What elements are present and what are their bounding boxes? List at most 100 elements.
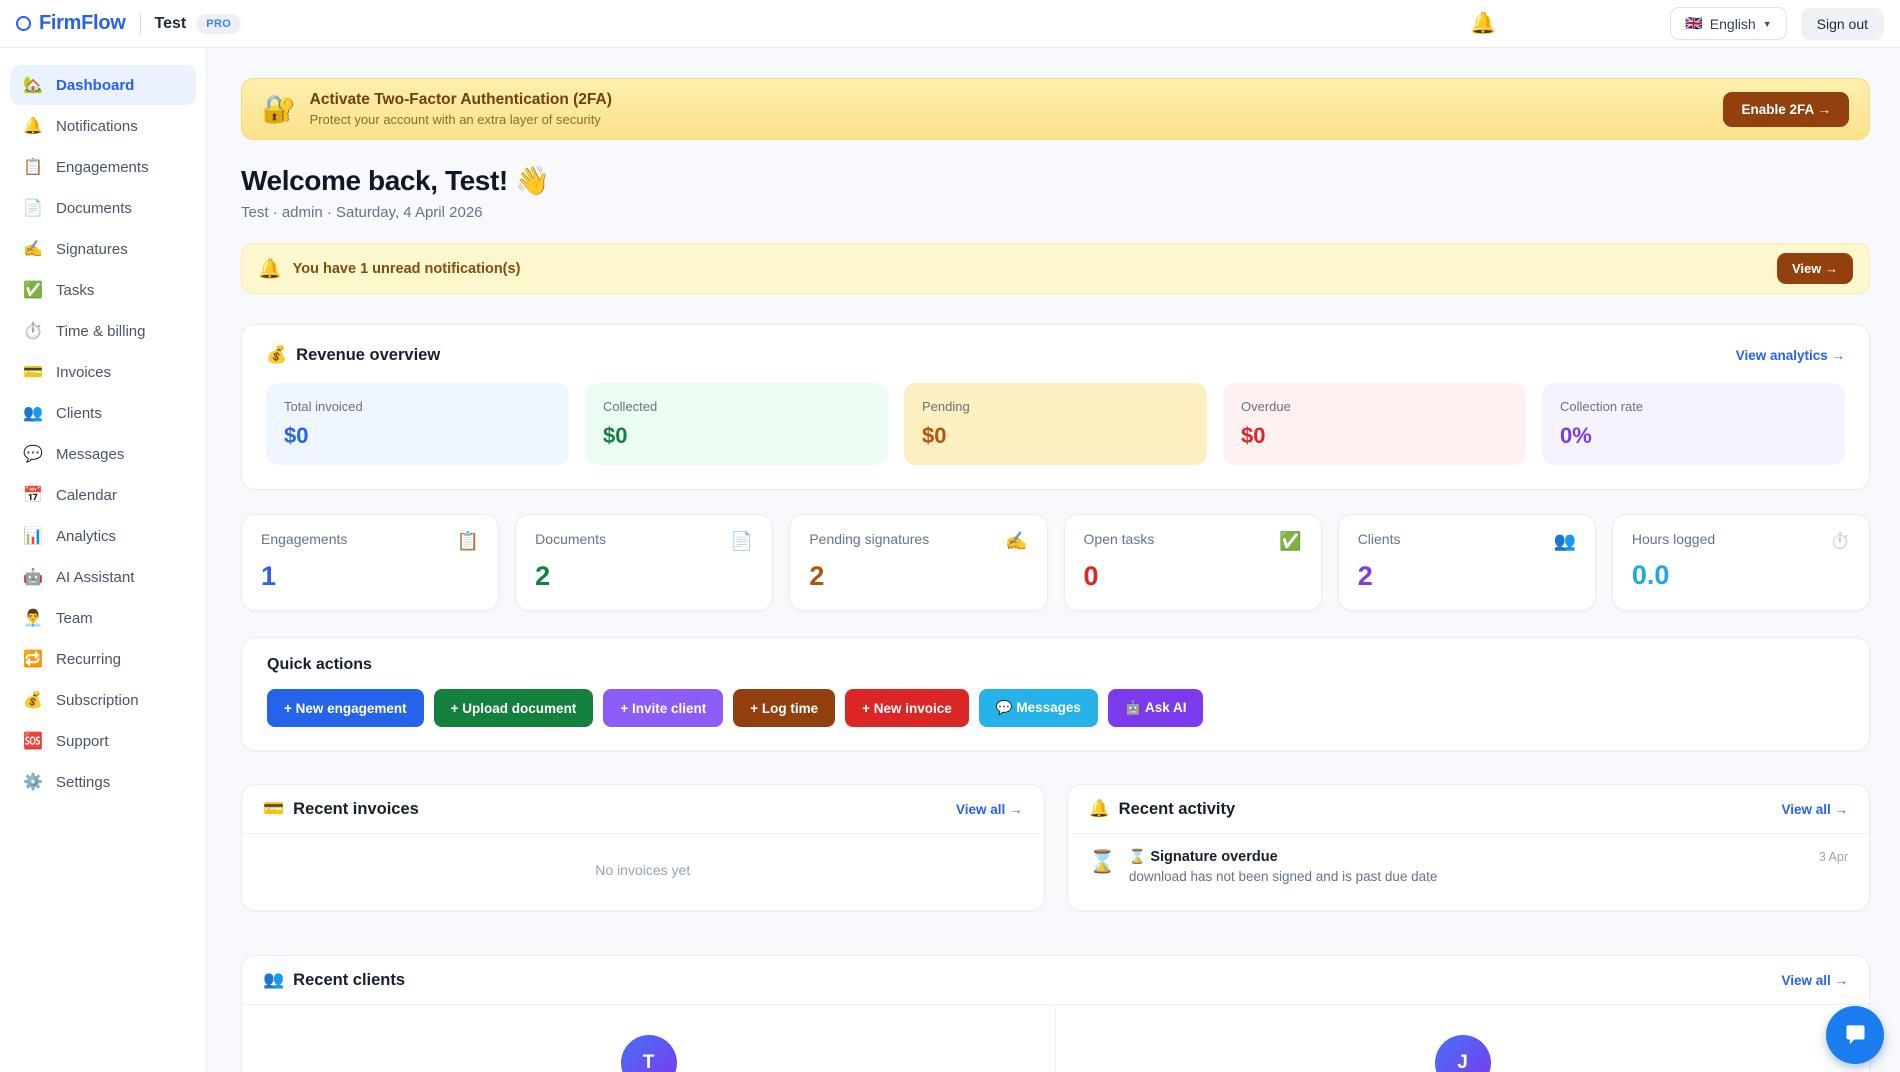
quick-action-button[interactable]: 🤖 Ask AI	[1107, 689, 1204, 727]
stat-card[interactable]: Hours logged ⏱️ 0.0	[1611, 514, 1871, 611]
revenue-stat-label: Total invoiced	[284, 399, 363, 414]
sidebar-item-label: Tasks	[56, 281, 95, 299]
sidebar-item-label: Support	[56, 732, 109, 750]
stat-card-icon: ✅	[1279, 531, 1302, 551]
sidebar-item-documents[interactable]: 📄 Documents	[10, 188, 196, 228]
quick-action-button[interactable]: + Upload document	[433, 689, 594, 727]
view-all-invoices-link[interactable]: View all →	[955, 801, 1023, 817]
recent-clients-title: Recent clients	[293, 970, 406, 989]
sidebar-item-icon: ⚙️	[23, 774, 43, 791]
stat-card-icon: ✍️	[1005, 531, 1028, 551]
sidebar-item-invoices[interactable]: 💳 Invoices	[10, 352, 196, 392]
page-title: Welcome back, Test! 👋	[241, 165, 550, 196]
sidebar-item-icon: 🔔	[23, 118, 43, 135]
activity-item-title: ⌛ Signature overdue	[1129, 848, 1438, 865]
quick-action-button[interactable]: + New invoice	[845, 689, 969, 727]
stat-card[interactable]: Pending signatures ✍️ 2	[789, 514, 1048, 611]
sidebar-item-recurring[interactable]: 🔁 Recurring	[10, 639, 196, 679]
sidebar-item-clients[interactable]: 👥 Clients	[10, 393, 196, 433]
stat-card[interactable]: Clients 👥 2	[1337, 514, 1596, 611]
sidebar-item-analytics[interactable]: 📊 Analytics	[10, 516, 196, 556]
stat-card[interactable]: Open tasks ✅ 0	[1063, 514, 1322, 611]
view-notifications-button[interactable]: View →	[1776, 253, 1853, 284]
sidebar-item-label: Team	[56, 609, 93, 627]
activity-item-description: download has not been signed and is past…	[1128, 869, 1438, 884]
sidebar-item-tasks[interactable]: ✅ Tasks	[10, 270, 196, 310]
sidebar-item-icon: 💬	[23, 446, 43, 463]
sidebar-item-icon: 📅	[23, 487, 43, 504]
sidebar-item-label: Subscription	[56, 691, 139, 709]
sidebar-item-ai-assistant[interactable]: 🤖 AI Assistant	[10, 557, 196, 597]
stat-card-value: 2	[809, 561, 825, 591]
sidebar-item-calendar[interactable]: 📅 Calendar	[10, 475, 196, 515]
sidebar-item-engagements[interactable]: 📋 Engagements	[10, 147, 196, 187]
no-invoices-message: No invoices yet	[595, 862, 691, 878]
stat-card[interactable]: Engagements 📋 1	[241, 514, 500, 611]
two-factor-title: Activate Two-Factor Authentication (2FA)	[309, 91, 612, 108]
sidebar-item-icon: 💰	[23, 692, 43, 709]
quick-action-button[interactable]: + New engagement	[267, 689, 424, 727]
activity-item[interactable]: ⌛ ⌛ Signature overdue download has not be…	[1068, 834, 1870, 902]
chat-widget-button[interactable]	[1826, 1006, 1884, 1064]
recent-invoices-title: Recent invoices	[293, 799, 419, 818]
sidebar-item-label: Invoices	[56, 363, 112, 381]
view-analytics-link[interactable]: View analytics →	[1735, 347, 1845, 363]
credit-card-icon: 💳	[263, 799, 285, 818]
sidebar-item-dashboard[interactable]: 🏡 Dashboard	[10, 65, 196, 105]
stat-card-label: Engagements	[261, 531, 348, 547]
stat-card[interactable]: Documents 📄 2	[515, 514, 774, 611]
sidebar-item-icon: 🏡	[23, 77, 43, 94]
sidebar-item-team[interactable]: 👨‍💼 Team	[10, 598, 196, 638]
hourglass-icon: ⌛	[1128, 848, 1147, 864]
revenue-stat-value: $0	[603, 423, 628, 448]
client-card[interactable]: J jf ts@test.com Since Apr 2026	[1055, 1005, 1869, 1072]
enable-2fa-button[interactable]: Enable 2FA →	[1723, 91, 1849, 127]
pro-badge: PRO	[196, 13, 242, 34]
stat-card-value: 0	[1083, 561, 1099, 591]
sidebar-item-support[interactable]: 🆘 Support	[10, 721, 196, 761]
stat-card-icon: ⏱️	[1830, 533, 1851, 550]
sidebar-item-time-billing[interactable]: ⏱️ Time & billing	[10, 311, 196, 351]
sidebar-item-icon: 📊	[23, 528, 43, 545]
sidebar-item-icon: 🆘	[23, 733, 43, 750]
sign-out-button[interactable]: Sign out	[1800, 7, 1884, 40]
sidebar-item-label: Calendar	[56, 486, 117, 504]
stat-card-value: 0.0	[1631, 560, 1670, 590]
sidebar-item-settings[interactable]: ⚙️ Settings	[10, 762, 196, 802]
lock-icon: 🔐	[262, 94, 296, 124]
sidebar-item-label: Settings	[56, 773, 111, 791]
recent-clients-title-wrap: 👥 Recent clients	[263, 970, 405, 990]
money-bag-icon: 💰	[266, 345, 288, 364]
sidebar-item-notifications[interactable]: 🔔 Notifications	[10, 106, 196, 146]
client-grid: T test Since Apr 2026 J jf ts@test.com S…	[242, 1005, 1869, 1072]
quick-action-button[interactable]: 💬 Messages	[978, 689, 1098, 727]
unread-notifications-banner: 🔔 You have 1 unread notification(s) View…	[241, 243, 1870, 294]
sidebar-item-label: AI Assistant	[56, 568, 135, 586]
sidebar-item-label: Dashboard	[56, 76, 135, 94]
view-all-clients-link[interactable]: View all →	[1781, 972, 1848, 988]
chat-bubble-icon	[1846, 1024, 1864, 1044]
language-selector[interactable]: 🇬🇧 English ▼	[1670, 7, 1787, 40]
sidebar-item-subscription[interactable]: 💰 Subscription	[10, 680, 196, 720]
stat-card-label: Documents	[535, 531, 606, 547]
stat-card-icon: 📋	[456, 531, 480, 551]
revenue-title-wrap: 💰 Revenue overview	[266, 345, 440, 365]
bell-icon[interactable]: 🔔	[1470, 11, 1497, 35]
recent-activity-card: 🔔 Recent activity View all → ⌛ ⌛ Signatur…	[1066, 784, 1870, 911]
activity-item-date: 3 Apr	[1818, 850, 1848, 864]
language-label: English	[1709, 15, 1756, 32]
recent-activity-title-wrap: 🔔 Recent activity	[1089, 799, 1236, 819]
topbar-right: 🔔 🇬🇧 English ▼ Sign out	[1470, 7, 1884, 40]
view-all-activity-link[interactable]: View all →	[1781, 801, 1848, 817]
sidebar-item-signatures[interactable]: ✍️ Signatures	[10, 229, 196, 269]
top-bar: FirmFlow Test PRO 🔔 🇬🇧 English ▼ Sign ou…	[0, 0, 1900, 48]
client-card[interactable]: T test Since Apr 2026	[242, 1005, 1055, 1072]
sidebar-item-messages[interactable]: 💬 Messages	[10, 434, 196, 474]
sidebar-item-label: Time & billing	[56, 322, 146, 340]
quick-action-button[interactable]: + Log time	[733, 689, 836, 727]
sidebar-item-label: Documents	[56, 199, 132, 217]
quick-action-button[interactable]: + Invite client	[603, 689, 724, 727]
revenue-stat-value: 0%	[1560, 423, 1592, 448]
revenue-stat-value: $0	[284, 423, 309, 448]
app-logo[interactable]: FirmFlow	[16, 12, 126, 35]
